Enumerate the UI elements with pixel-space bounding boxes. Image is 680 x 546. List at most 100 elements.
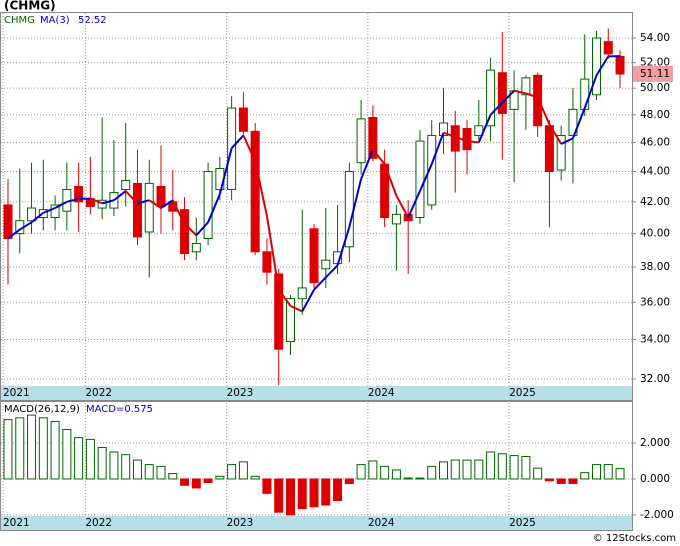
ma-line xyxy=(265,215,280,290)
macd-bar xyxy=(391,469,401,480)
macd-bar xyxy=(3,419,13,480)
x-axis-band xyxy=(1,386,632,400)
price-tag-label: 51.11 xyxy=(640,68,670,80)
ma-line xyxy=(218,147,233,195)
y-tick-label: 42.00 xyxy=(640,196,670,208)
ma-line xyxy=(583,74,598,109)
candle-body xyxy=(285,298,295,342)
macd-bar xyxy=(238,461,248,480)
macd-bar xyxy=(144,464,154,480)
legend-value: 52.52 xyxy=(78,15,107,26)
macd-bar xyxy=(274,478,284,513)
ma-line xyxy=(536,96,551,125)
x-tick-label: 2025 xyxy=(509,387,536,399)
y-tick-label: 2.000 xyxy=(640,437,670,449)
macd-bar xyxy=(356,464,366,480)
ma-line xyxy=(101,199,115,205)
macd-bar xyxy=(168,473,178,480)
macd-bar xyxy=(62,429,72,480)
ma-line xyxy=(501,90,515,104)
ma-line xyxy=(419,163,433,192)
candle-body xyxy=(521,77,531,96)
candle-body xyxy=(391,213,401,225)
footer: © 12Stocks.com xyxy=(593,533,676,544)
macd-bar xyxy=(109,451,119,480)
candle-body xyxy=(144,182,154,233)
candle-body xyxy=(156,185,166,207)
macd-bar xyxy=(474,459,484,480)
candle-body xyxy=(580,78,590,110)
ma-line xyxy=(30,211,44,224)
ma-line xyxy=(242,135,257,162)
legend-entry: CHMG xyxy=(4,15,35,26)
ma-line xyxy=(148,199,162,209)
y-tick-label: 32.00 xyxy=(640,373,670,385)
macd-bar xyxy=(121,454,131,480)
candle-body xyxy=(309,228,319,284)
x-axis-band xyxy=(1,516,632,530)
ma-line xyxy=(513,89,527,95)
ma-line xyxy=(113,190,127,202)
macd-bar xyxy=(321,478,331,506)
x-tick-label: 2023 xyxy=(227,517,254,529)
x-tick-label: 2022 xyxy=(85,517,112,529)
y-tick-label: 50.00 xyxy=(640,82,670,94)
candle-body xyxy=(592,37,601,96)
candle-body xyxy=(250,130,260,253)
macd-bar xyxy=(509,455,519,480)
ma-line xyxy=(372,149,386,165)
ma-line xyxy=(407,190,421,218)
candle-body xyxy=(486,69,496,127)
macd-bar xyxy=(333,478,343,502)
candle-body xyxy=(297,287,307,300)
macd-bar xyxy=(250,475,260,480)
ma-line xyxy=(383,163,398,196)
macd-bar xyxy=(262,478,272,494)
ma-line xyxy=(325,264,339,279)
candle-body xyxy=(97,199,107,209)
ma-line xyxy=(301,289,315,312)
macd-bar xyxy=(85,438,95,480)
candle-body xyxy=(615,55,625,75)
candle-body xyxy=(403,213,413,222)
macd-value: MACD=0.575 xyxy=(86,404,153,415)
macd-bar xyxy=(380,465,390,480)
macd-bar xyxy=(97,446,107,480)
y-tick-label: 34.00 xyxy=(640,334,670,346)
candle-body xyxy=(3,204,13,240)
candle-body xyxy=(132,182,142,238)
macd-bar xyxy=(615,468,625,480)
candle-body xyxy=(321,259,331,270)
candle-body xyxy=(556,134,566,171)
macd-bar xyxy=(156,465,166,480)
ma-line xyxy=(443,131,456,138)
ma-line xyxy=(525,92,538,99)
macd-bar xyxy=(368,460,378,480)
macd-bar xyxy=(438,461,448,480)
ma-line xyxy=(477,114,492,143)
ma-line xyxy=(290,305,303,313)
ma-line xyxy=(489,101,504,116)
y-tick-label: 40.00 xyxy=(640,228,670,240)
legend-entry: MA(3) xyxy=(40,15,70,26)
candle-body xyxy=(368,117,378,159)
macd-bar xyxy=(297,478,307,510)
candle-body xyxy=(415,140,425,219)
ma-line xyxy=(7,228,21,240)
ma-line xyxy=(572,107,586,139)
ma-line xyxy=(360,149,374,180)
macd-panel xyxy=(0,401,633,531)
macd-bar xyxy=(38,417,48,480)
macd-bar xyxy=(15,417,25,480)
ma-line xyxy=(395,195,410,218)
candle-body xyxy=(603,41,613,55)
ma-line xyxy=(560,137,574,145)
macd-bar xyxy=(521,455,531,480)
candle-body xyxy=(203,170,213,240)
macd-bar xyxy=(50,420,60,480)
macd-bar xyxy=(603,464,613,480)
ma-line xyxy=(430,132,445,165)
macd-bar xyxy=(592,464,601,480)
macd-bar xyxy=(203,478,213,484)
